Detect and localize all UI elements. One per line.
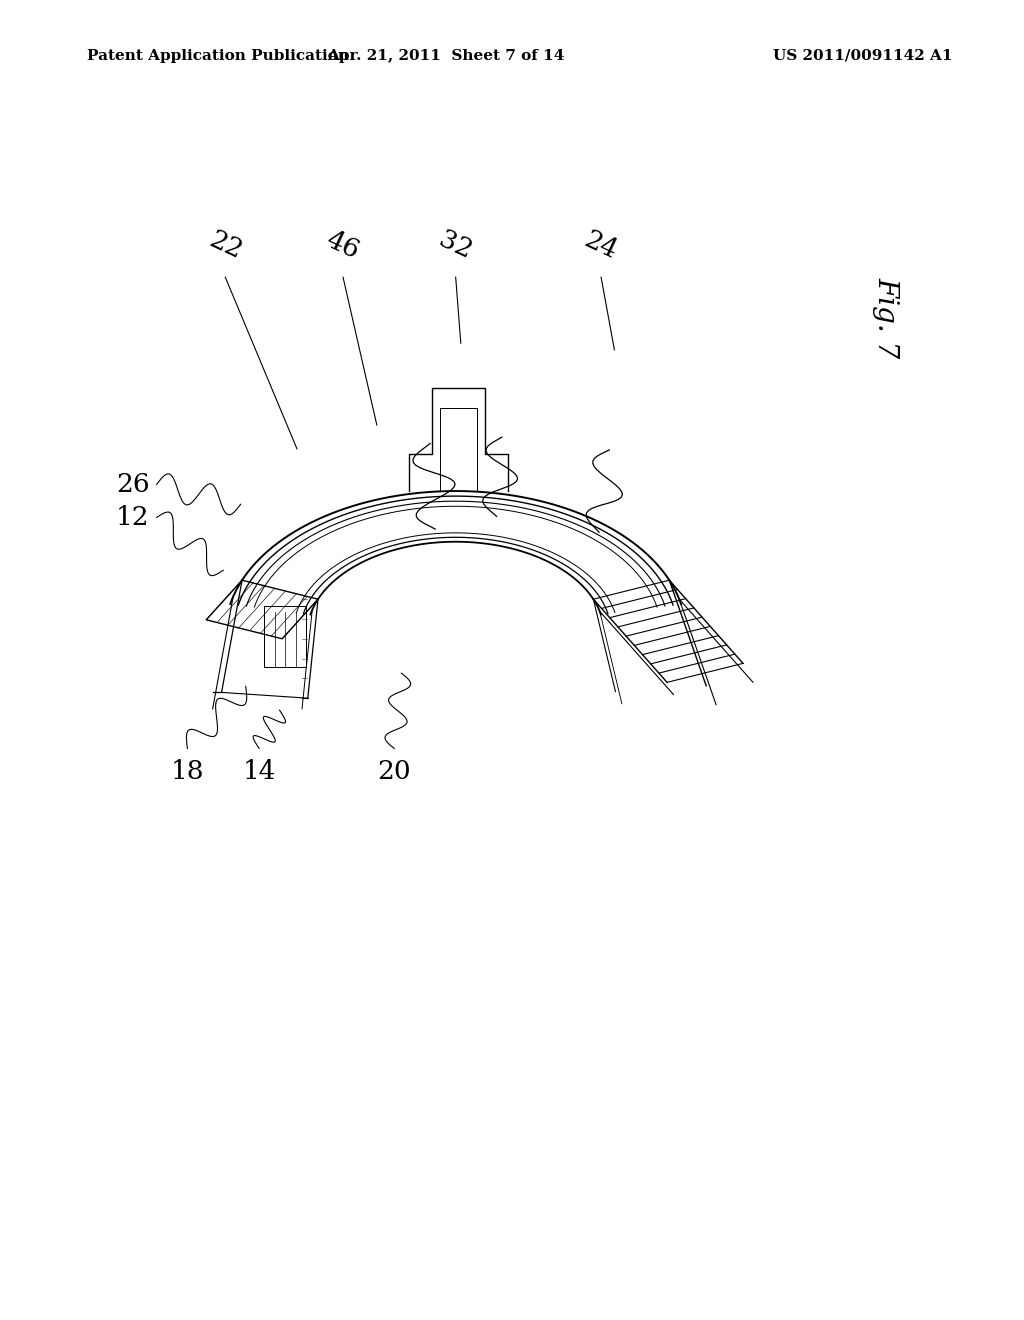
Text: Apr. 21, 2011  Sheet 7 of 14: Apr. 21, 2011 Sheet 7 of 14	[327, 49, 564, 63]
Text: 32: 32	[435, 227, 476, 264]
Text: 26: 26	[116, 473, 150, 496]
Text: US 2011/0091142 A1: US 2011/0091142 A1	[773, 49, 952, 63]
Text: 22: 22	[205, 227, 246, 264]
Text: Fig. 7: Fig. 7	[872, 277, 899, 359]
Text: 12: 12	[116, 506, 150, 529]
Text: 14: 14	[243, 759, 275, 784]
Text: 20: 20	[378, 759, 411, 784]
Text: 24: 24	[581, 227, 622, 264]
Text: Patent Application Publication: Patent Application Publication	[87, 49, 349, 63]
Text: 18: 18	[171, 759, 204, 784]
Text: 46: 46	[323, 227, 364, 264]
